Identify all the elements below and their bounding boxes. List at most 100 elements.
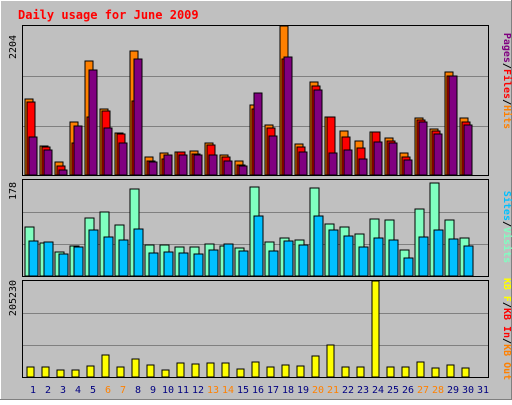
day-label: 24 xyxy=(372,385,384,396)
top-panel-max-label: 2204 xyxy=(8,35,19,59)
day-label: 10 xyxy=(162,385,174,396)
day-label: 5 xyxy=(90,385,96,396)
chart-title: Daily usage for June 2009 xyxy=(18,8,199,22)
bottom-panel-legend: KB F/KB In/KB Out xyxy=(501,278,512,380)
pages-bar xyxy=(373,141,383,176)
kbf-bar xyxy=(281,364,290,378)
day-label: 12 xyxy=(192,385,204,396)
pages-bar xyxy=(343,149,353,176)
sites-bar xyxy=(448,238,459,277)
sites-bar xyxy=(418,236,429,277)
sites-bar xyxy=(343,235,354,277)
kbf-bar xyxy=(296,365,305,378)
kbf-bar xyxy=(71,369,80,378)
sites-bar xyxy=(403,257,414,277)
pages-bar xyxy=(118,142,128,176)
kbf-bar xyxy=(386,366,395,378)
pages-bar xyxy=(148,161,158,176)
pages-bar xyxy=(358,158,368,176)
legend-entry: KB Out xyxy=(501,344,512,380)
day-label: 15 xyxy=(237,385,249,396)
pages-bar xyxy=(238,165,248,176)
sites-bar xyxy=(118,239,129,277)
pages-bar xyxy=(388,142,398,176)
day-label: 6 xyxy=(105,385,111,396)
legend-entry: / xyxy=(501,302,512,308)
day-label: 25 xyxy=(387,385,399,396)
pages-bar xyxy=(178,154,188,176)
sites-bar xyxy=(163,251,174,277)
kbf-bar xyxy=(446,364,455,378)
pages-bar xyxy=(133,58,143,176)
day-label: 31 xyxy=(477,385,489,396)
kbf-bar xyxy=(41,366,50,378)
day-label: 3 xyxy=(60,385,66,396)
day-label: 1 xyxy=(30,385,36,396)
sites-bar xyxy=(133,228,144,277)
day-label: 11 xyxy=(177,385,189,396)
sites-bar xyxy=(43,241,54,277)
day-label: 16 xyxy=(252,385,264,396)
top-panel-legend: Pages/Files/Hits xyxy=(501,33,512,129)
sites-bar xyxy=(373,237,384,277)
bottom-panel-max-label: 205230 xyxy=(8,280,19,316)
day-label: 19 xyxy=(297,385,309,396)
day-label: 30 xyxy=(462,385,474,396)
sites-bar xyxy=(313,215,324,277)
legend-entry: / xyxy=(501,99,512,105)
legend-entry: / xyxy=(501,221,512,227)
sites-bar xyxy=(193,253,204,277)
pages-bar xyxy=(73,125,83,176)
pages-bar xyxy=(313,89,323,176)
pages-bar xyxy=(163,154,173,176)
day-label: 8 xyxy=(135,385,141,396)
legend-entry: Sites xyxy=(501,191,512,221)
kbf-bar xyxy=(26,366,35,378)
sites-bar xyxy=(223,243,234,277)
kbf-bar xyxy=(431,367,440,378)
chart-bars xyxy=(24,25,474,378)
day-label: 2 xyxy=(45,385,51,396)
bottom-panel-frame xyxy=(22,280,489,378)
kbf-bar xyxy=(176,362,185,378)
middle-panel-max-label: 178 xyxy=(8,182,19,200)
pages-bar xyxy=(328,152,338,176)
pages-bar xyxy=(448,75,458,176)
middle-panel-legend: Sites/Visits xyxy=(501,191,512,263)
pages-bar xyxy=(298,151,308,176)
kbf-bar xyxy=(356,366,365,378)
sites-bar xyxy=(388,239,399,277)
sites-bar xyxy=(103,236,114,277)
day-label: 20 xyxy=(312,385,324,396)
kbf-bar xyxy=(56,369,65,378)
kbf-bar xyxy=(161,369,170,378)
sites-bar xyxy=(283,240,294,277)
day-label: 4 xyxy=(75,385,81,396)
day-label: 21 xyxy=(327,385,339,396)
pages-bar xyxy=(463,124,473,176)
pages-bar xyxy=(43,149,53,176)
kbf-bar xyxy=(371,280,380,378)
kbf-bar xyxy=(236,368,245,378)
pages-bar xyxy=(268,135,278,176)
legend-entry: Hits xyxy=(501,105,512,129)
sites-bar xyxy=(463,245,474,277)
kbf-bar xyxy=(221,362,230,378)
kbf-bar xyxy=(461,367,470,378)
day-label: 22 xyxy=(342,385,354,396)
kbf-bar xyxy=(401,366,410,378)
sites-bar xyxy=(88,229,99,277)
sites-bar xyxy=(298,244,309,277)
legend-entry: KB F xyxy=(501,278,512,302)
legend-entry: KB In xyxy=(501,308,512,338)
sites-bar xyxy=(208,249,219,277)
sites-bar xyxy=(238,250,249,277)
sites-bar xyxy=(58,253,69,277)
kbf-bar xyxy=(416,361,425,378)
kbf-bar xyxy=(116,366,125,378)
pages-bar xyxy=(283,56,293,176)
kbf-bar xyxy=(101,354,110,378)
sites-bar xyxy=(73,246,84,277)
